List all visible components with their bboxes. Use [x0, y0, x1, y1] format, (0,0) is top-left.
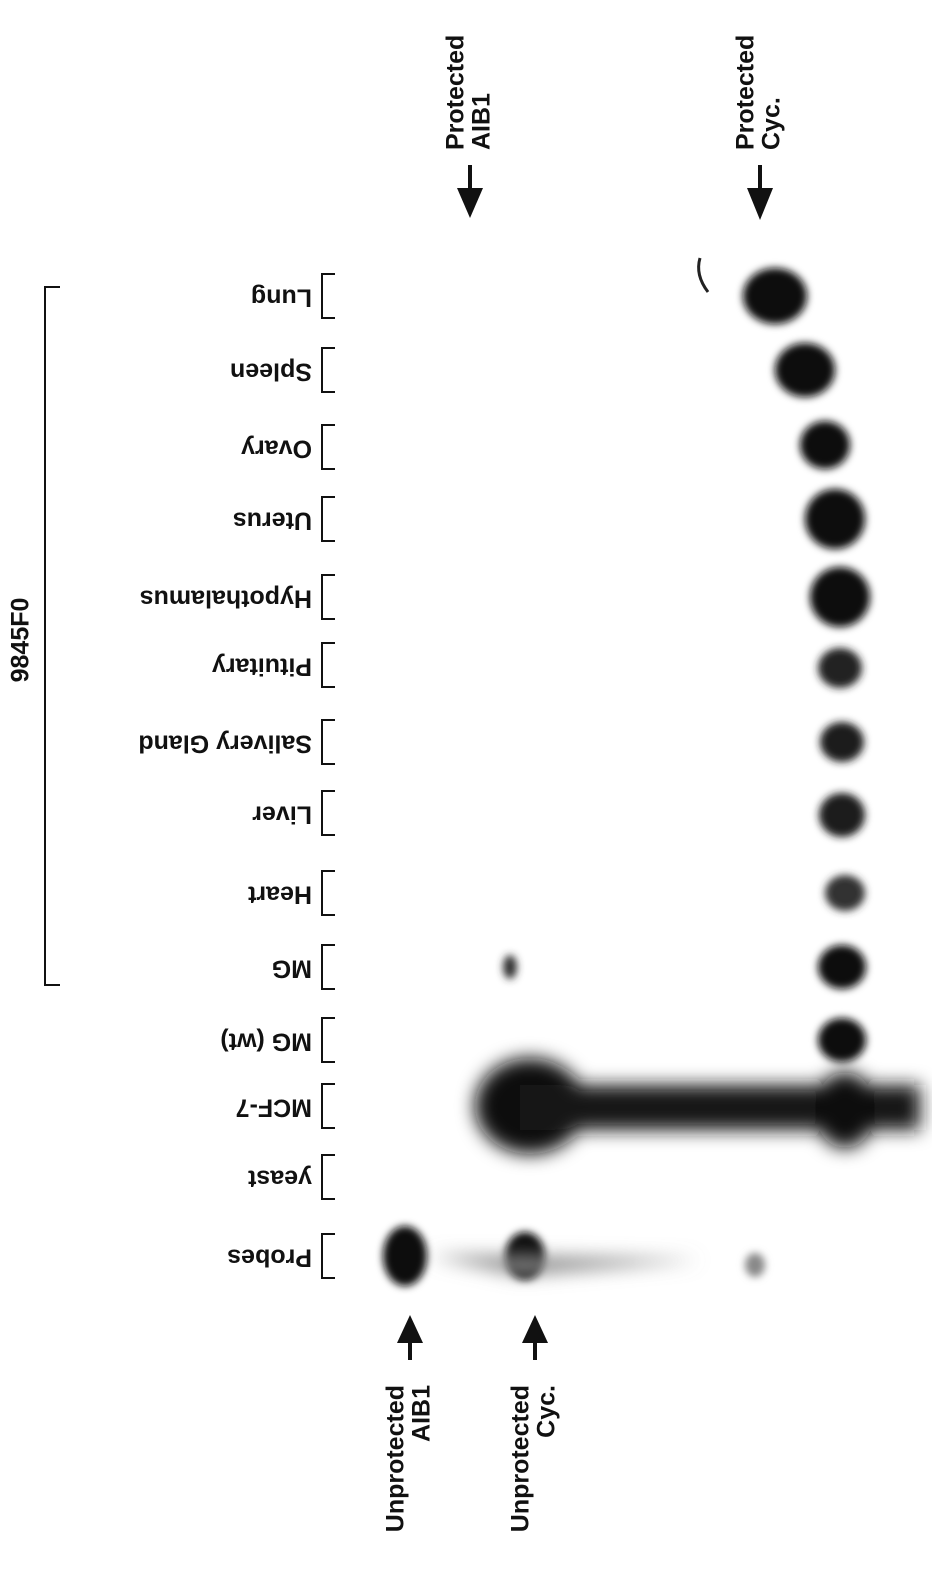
arrow-label: Cyc. [533, 1385, 561, 1438]
lane-label: Probes [227, 1243, 312, 1271]
lane-label: Salivery Gland [138, 729, 312, 757]
band [818, 1018, 866, 1062]
band [503, 955, 517, 979]
lane-label: Liver [252, 800, 312, 828]
lane-label: Lung [251, 283, 312, 311]
band [818, 648, 862, 688]
band [775, 343, 835, 397]
lane-bracket [322, 497, 335, 541]
band [810, 567, 870, 627]
lane-bracket [322, 720, 335, 764]
lane-labels: Lung Spleen Ovary Uterus Hypothalamus Pituita… [138, 274, 335, 1278]
lane-label: Ovary [241, 434, 312, 462]
lane-bracket [322, 1084, 335, 1128]
arrow-label: Cyc. [758, 97, 786, 150]
lane-label: Pituitary [212, 652, 312, 680]
lane-label: Heart [247, 880, 312, 908]
band [825, 875, 865, 911]
lane-bracket [322, 425, 335, 469]
lane-label: yeast [247, 1164, 312, 1192]
lane-label: Hypothalamus [140, 584, 312, 612]
arrow-label: AIB1 [408, 1385, 436, 1442]
band [383, 1226, 427, 1286]
group-bracket [45, 287, 60, 985]
band [800, 421, 850, 469]
band [745, 1253, 765, 1277]
lane-label: MG (wt) [220, 1027, 312, 1055]
arrow-label: AIB1 [468, 93, 496, 150]
artifact [699, 258, 708, 292]
lane-bracket [322, 643, 335, 687]
band [743, 268, 807, 324]
lane-bracket [322, 1234, 335, 1278]
arrows [397, 165, 773, 1360]
lane-label: Spleen [230, 357, 312, 385]
lane-bracket [322, 1018, 335, 1062]
group-label: 9845F0 [7, 598, 35, 683]
band [819, 793, 865, 837]
lane-bracket [322, 1155, 335, 1199]
mcf7-smear [430, 1058, 920, 1275]
band [818, 945, 866, 989]
lane-bracket [322, 274, 335, 318]
arrow-label: Unprotected [507, 1385, 535, 1532]
gel [383, 268, 870, 1286]
lane-bracket [322, 575, 335, 619]
arrow-label: Protected [442, 35, 470, 150]
lane-bracket [322, 348, 335, 392]
band [805, 489, 865, 549]
lane-bracket [322, 945, 335, 989]
lane-bracket [322, 791, 335, 835]
arrow-label: Unprotected [382, 1385, 410, 1532]
arrow-label: Protected [732, 35, 760, 150]
lane-label: Uterus [233, 506, 312, 534]
lane-label: MG [272, 954, 312, 982]
gel-figure: 9845F0 Lung Spleen Ovary Uterus Hypothalamus… [0, 0, 932, 1593]
lane-label: MCF-7 [236, 1093, 312, 1121]
band [820, 722, 864, 762]
lane-bracket [322, 871, 335, 915]
